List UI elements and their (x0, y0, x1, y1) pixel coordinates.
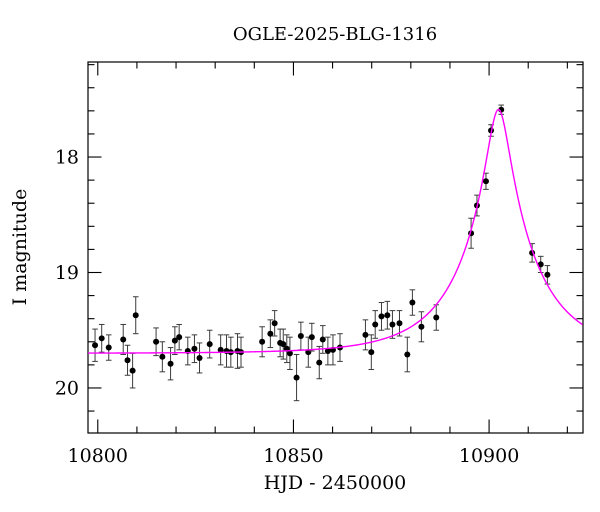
data-point (308, 334, 315, 341)
data-point (286, 350, 293, 357)
data-point (159, 353, 166, 360)
data-point (259, 338, 266, 345)
x-tick-label: 10800 (68, 445, 128, 467)
data-point (433, 314, 440, 321)
data-point (120, 336, 127, 343)
data-point (191, 345, 198, 352)
data-point (319, 336, 326, 343)
x-tick-labels: 10800 10850 10900 (68, 445, 520, 467)
data-point (368, 349, 375, 356)
data-point (176, 334, 183, 341)
data-point (132, 312, 139, 319)
model-curve (88, 108, 583, 354)
plot-frame (87, 61, 584, 434)
data-point (482, 178, 489, 185)
data-point (129, 367, 136, 374)
y-tick-labels: 18 19 20 (55, 147, 79, 400)
data-point (171, 337, 178, 344)
data-series (92, 104, 551, 402)
data-point (297, 333, 304, 340)
data-point (418, 323, 425, 330)
data-point (105, 344, 112, 351)
data-point (271, 320, 278, 327)
data-point (153, 338, 160, 345)
data-point (362, 331, 369, 338)
y-tick-label: 20 (55, 377, 79, 399)
data-point (92, 342, 99, 349)
plot-title: OGLE-2025-BLG-1316 (233, 24, 437, 45)
data-point (372, 321, 379, 328)
data-point (316, 359, 323, 366)
data-point (384, 312, 391, 319)
data-point (206, 341, 213, 348)
data-point (389, 321, 396, 328)
data-point (124, 357, 131, 364)
data-point (293, 374, 300, 381)
data-point (396, 320, 403, 327)
data-point (404, 351, 411, 358)
x-tick-label: 10850 (263, 445, 323, 467)
y-tick-label: 19 (55, 262, 79, 284)
data-point (196, 354, 203, 361)
data-point (409, 299, 416, 306)
y-tick-label: 18 (55, 147, 79, 169)
y-axis-label: I magnitude (9, 189, 31, 306)
data-point (267, 330, 274, 337)
data-point (324, 348, 331, 355)
x-axis-label: HJD - 2450000 (264, 472, 407, 494)
data-point (280, 341, 287, 348)
data-point (98, 335, 105, 342)
tick-marks (88, 62, 583, 433)
x-tick-label: 10900 (459, 445, 519, 467)
data-point (167, 360, 174, 367)
data-point (217, 346, 224, 353)
data-point (537, 261, 544, 268)
data-point (544, 271, 551, 278)
data-point (378, 313, 385, 320)
